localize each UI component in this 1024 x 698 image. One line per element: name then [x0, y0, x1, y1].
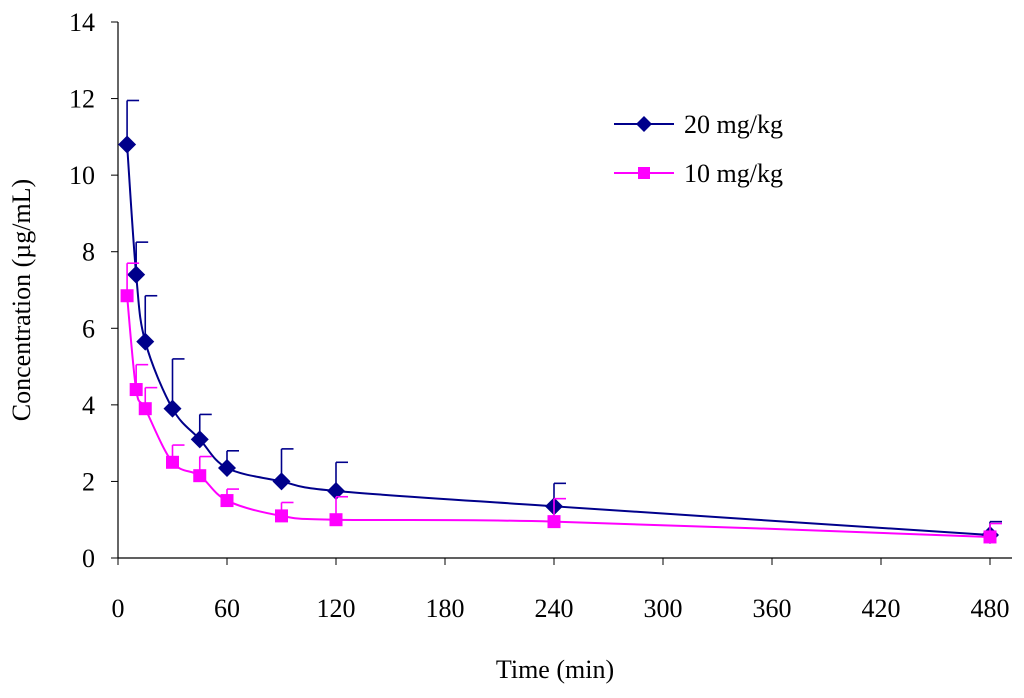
data-point	[166, 455, 179, 469]
data-point	[190, 430, 209, 449]
plot-area	[118, 99, 1002, 545]
data-point	[120, 289, 134, 303]
legend-marker-20-mg-kg	[636, 116, 652, 132]
series-line	[126, 295, 991, 538]
legend-label-10-mg-kg: 10 mg/kg	[684, 159, 783, 188]
data-point	[118, 135, 137, 154]
x-tick-label: 60	[214, 594, 240, 623]
legend-marker-10-mg-kg	[638, 167, 650, 179]
x-tick-label: 0	[112, 594, 125, 623]
y-tick-label: 2	[82, 467, 95, 496]
x-axis-ticks: 0 60 120 180 240 300 360 420 480	[112, 558, 1010, 623]
legend-label-20-mg-kg: 20 mg/kg	[684, 110, 783, 139]
y-tick-label: 8	[82, 238, 95, 267]
x-tick-label: 300	[644, 594, 683, 623]
data-point	[220, 494, 234, 508]
data-point	[547, 515, 561, 529]
axes	[117, 22, 1012, 559]
y-axis-ticks: 0 2 4 6 8 10 12 14	[69, 8, 118, 573]
series-10-mg-kg	[120, 262, 1002, 544]
y-tick-label: 12	[69, 85, 95, 114]
legend: 20 mg/kg 10 mg/kg	[614, 110, 783, 188]
y-tick-label: 10	[69, 161, 95, 190]
data-point	[983, 530, 997, 544]
x-tick-label: 120	[317, 594, 356, 623]
data-point	[138, 402, 152, 416]
data-point	[136, 332, 155, 351]
data-point	[275, 509, 288, 523]
y-tick-label: 0	[82, 544, 95, 573]
y-axis-title: Concentration (µg/mL)	[7, 179, 36, 421]
legend-item-20-mg-kg: 20 mg/kg	[614, 110, 783, 139]
data-point	[163, 399, 182, 418]
x-tick-label: 480	[971, 594, 1010, 623]
data-point	[329, 513, 343, 527]
data-point	[327, 482, 345, 500]
y-tick-label: 4	[82, 391, 95, 420]
series-line	[126, 144, 991, 537]
x-axis-title: Time (min)	[496, 655, 614, 684]
data-point	[218, 459, 236, 478]
y-tick-label: 14	[69, 8, 95, 37]
series-20-mg-kg	[118, 99, 1002, 545]
data-point	[127, 265, 146, 284]
x-tick-label: 360	[753, 594, 792, 623]
data-point	[193, 469, 207, 483]
data-point	[129, 383, 143, 397]
legend-item-10-mg-kg: 10 mg/kg	[614, 159, 783, 188]
data-point	[272, 472, 291, 491]
x-tick-label: 180	[426, 594, 465, 623]
x-tick-label: 240	[535, 594, 574, 623]
y-tick-label: 6	[82, 314, 95, 343]
x-tick-label: 420	[862, 594, 901, 623]
